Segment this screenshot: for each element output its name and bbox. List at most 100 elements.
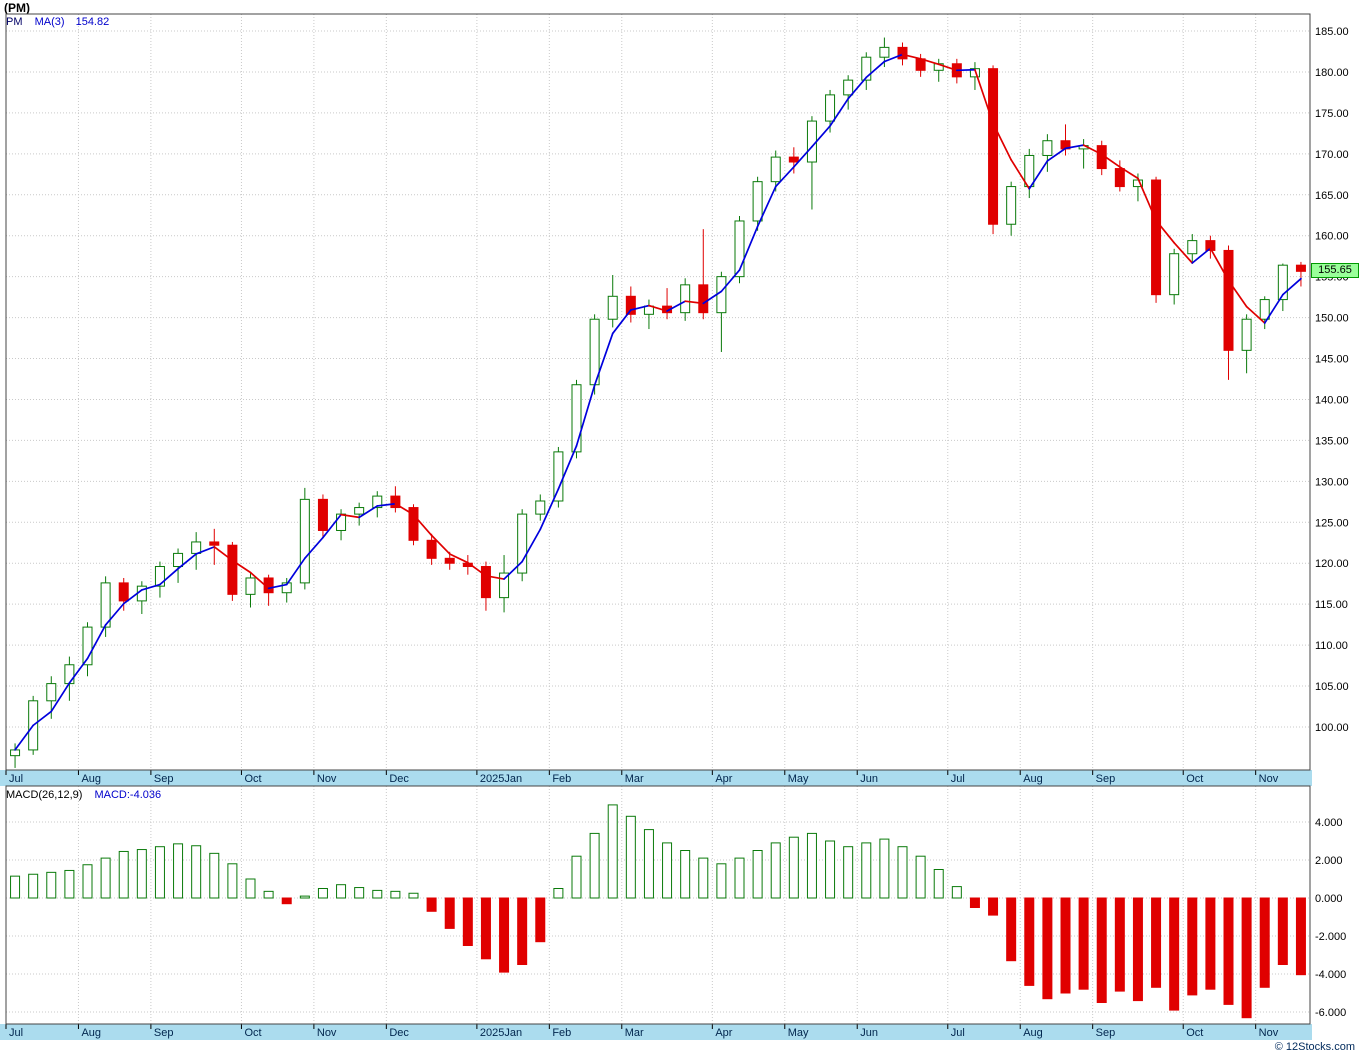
macd-bar: [1277, 897, 1288, 965]
month-label: Dec: [389, 1027, 409, 1039]
candle-body: [154, 566, 165, 587]
ma-line-segment: [32, 710, 53, 727]
ma-line-segment: [1227, 279, 1248, 308]
macd-bar: [462, 897, 473, 946]
price-tick-label: 105.00: [1315, 681, 1349, 693]
price-tick-label: 140.00: [1315, 394, 1349, 406]
macd-tick-label: 0.000: [1315, 893, 1343, 905]
candle-body: [336, 513, 347, 531]
month-label: Feb: [552, 773, 571, 785]
ma-line-segment: [720, 269, 741, 293]
candle-body: [354, 507, 365, 515]
price-tick-label: 170.00: [1315, 149, 1349, 161]
ma-line-segment: [104, 602, 125, 626]
candle-body: [1006, 186, 1017, 225]
moving-average-line: [14, 53, 1302, 751]
ma-line-segment: [485, 574, 505, 580]
ma-line-segment: [829, 97, 850, 127]
macd-value-label: MACD:-4.036: [94, 789, 162, 801]
macd-bar: [1042, 897, 1053, 1000]
candle-body: [82, 626, 93, 666]
macd-bar: [1187, 897, 1198, 996]
ma-line-segment: [50, 682, 71, 713]
month-label: Jul: [951, 1027, 965, 1039]
price-tick-label: 175.00: [1315, 108, 1349, 120]
month-label: 2025Jan: [480, 773, 522, 785]
macd-bar: [1132, 897, 1143, 1002]
month-label: Sep: [154, 773, 174, 785]
ma-line-segment: [394, 502, 415, 516]
price-tick-label: 145.00: [1315, 354, 1349, 366]
ma-line-segment: [1137, 177, 1157, 222]
macd-bar: [1096, 897, 1107, 1003]
ma-line-segment: [611, 309, 632, 335]
candle-body: [988, 68, 999, 225]
ma-line-segment: [322, 513, 342, 539]
month-label: 2025Jan: [480, 1027, 522, 1039]
candle-body: [607, 295, 618, 320]
macd-x-axis-band: [0, 1024, 1312, 1040]
macd-bar: [680, 850, 691, 899]
ma-line-segment: [195, 546, 216, 555]
ma-line-segment: [1155, 219, 1176, 244]
main-x-axis-band: [0, 770, 1312, 786]
price-tick-label: 120.00: [1315, 558, 1349, 570]
main-chart-legend: PM MA(3) 154.82: [6, 16, 117, 28]
ma-line-segment: [14, 724, 35, 751]
ma-line-segment: [86, 624, 107, 660]
ma-line-segment: [883, 53, 904, 63]
candle-body: [571, 384, 582, 453]
month-label: Jul: [951, 773, 965, 785]
ma-line-segment: [684, 300, 705, 305]
candle-body: [444, 557, 455, 564]
last-price-tag: 155.65: [1311, 263, 1359, 279]
macd-bar: [408, 892, 419, 899]
ma-line-segment: [811, 125, 831, 148]
macd-bar: [1223, 897, 1234, 1005]
macd-params-label: MACD(26,12,9): [6, 789, 83, 801]
candle-body: [173, 552, 184, 568]
copyright-watermark: © 12Stocks.com: [1274, 1041, 1355, 1053]
macd-bar: [1151, 897, 1162, 988]
macd-bar: [336, 884, 347, 899]
candle-body: [535, 500, 546, 515]
candle-body: [625, 295, 636, 315]
candle-body: [825, 94, 836, 122]
ma-line-segment: [774, 166, 795, 188]
candles: [10, 37, 1306, 768]
macd-bar: [444, 897, 455, 929]
axis-bands: [0, 770, 1312, 1040]
month-label: Oct: [1186, 773, 1203, 785]
macd-bar: [734, 857, 745, 899]
candle-body: [480, 566, 491, 599]
ma-line-segment: [1173, 241, 1194, 264]
ma-line-segment: [1028, 160, 1049, 190]
candle-body: [788, 156, 799, 163]
candle-body: [281, 582, 292, 594]
ma-line-segment: [430, 534, 451, 555]
macd-bar: [354, 887, 365, 899]
price-tick-label: 165.00: [1315, 190, 1349, 202]
macd-bar: [82, 864, 93, 899]
ma-line-segment: [285, 557, 306, 586]
macd-bar: [988, 897, 999, 916]
month-label: Oct: [1186, 1027, 1203, 1039]
macd-bar: [698, 857, 709, 899]
macd-bar: [154, 846, 165, 899]
macd-bar: [625, 815, 636, 899]
month-label: Jul: [9, 773, 23, 785]
candle-body: [10, 749, 21, 757]
candle-body: [372, 495, 383, 509]
macd-bar: [173, 843, 184, 899]
candle-body: [1042, 140, 1053, 156]
macd-tick-label: 4.000: [1315, 817, 1343, 829]
candle-body: [806, 120, 817, 163]
ma-line-segment: [267, 583, 288, 590]
candle-body: [118, 582, 129, 602]
ma-line-segment: [955, 68, 976, 72]
ma-line-segment: [68, 657, 89, 684]
macd-bar: [390, 890, 401, 899]
candle-body: [1169, 253, 1180, 296]
ma-line-segment: [557, 445, 578, 490]
